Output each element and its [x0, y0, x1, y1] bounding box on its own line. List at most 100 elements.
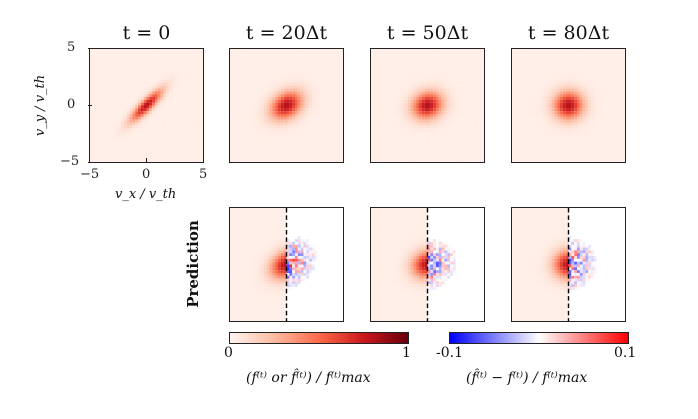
heatmap-cell — [292, 122, 296, 126]
heatmap-cell — [393, 133, 397, 137]
heatmap-cell — [314, 145, 318, 148]
heatmap-cell — [450, 102, 453, 106]
heatmap-cell — [249, 139, 253, 143]
heatmap-cell — [109, 119, 113, 123]
heatmap-cell — [424, 99, 428, 103]
heatmap-cell — [396, 57, 400, 61]
heatmap-cell — [252, 145, 256, 148]
heatmap-cell — [512, 49, 515, 52]
heatmap-cell — [92, 94, 96, 98]
heatmap-cell — [152, 139, 156, 143]
heatmap-cell — [169, 136, 172, 140]
heatmap-cell — [249, 122, 253, 126]
heatmap-cell — [266, 77, 270, 81]
heatmap-cell — [123, 80, 127, 83]
heatmap-cell — [475, 51, 479, 55]
heatmap-cell — [112, 51, 116, 55]
heatmap-cell — [404, 136, 408, 140]
heatmap-cell — [129, 150, 133, 154]
heatmap-cell — [135, 156, 139, 160]
heatmap-cell — [309, 80, 312, 83]
heatmap-cell — [109, 105, 113, 109]
heatmap-cell — [92, 116, 96, 120]
heatmap-cell — [197, 139, 201, 143]
heatmap-cell — [126, 119, 130, 123]
heatmap-cell — [263, 99, 267, 103]
heatmap-cell — [154, 128, 158, 131]
heatmap-cell — [263, 113, 267, 117]
heatmap-cell — [430, 85, 434, 89]
heatmap-cell — [452, 108, 456, 112]
heatmap-cell — [481, 97, 484, 100]
heatmap-cell — [340, 71, 343, 75]
heatmap-cell — [309, 136, 312, 140]
heatmap-cell — [132, 130, 136, 134]
heatmap-cell — [138, 74, 141, 78]
heatmap-cell — [309, 139, 312, 143]
heatmap-cell — [416, 51, 420, 55]
heatmap-cell — [200, 122, 203, 126]
heatmap-cell — [197, 51, 201, 55]
heatmap-cell — [328, 54, 332, 58]
heatmap-cell — [309, 71, 312, 75]
heatmap-cell — [407, 150, 411, 154]
heatmap-cell — [419, 113, 422, 117]
heatmap-cell — [419, 153, 422, 157]
heatmap-cell — [472, 68, 476, 72]
heatmap-cell — [252, 108, 256, 112]
heatmap-cell — [174, 102, 178, 106]
heatmap-cell — [576, 60, 580, 64]
heatmap-cell — [568, 60, 572, 64]
heatmap-cell — [289, 125, 293, 129]
heatmap-cell — [396, 102, 400, 106]
heatmap-cell — [200, 136, 203, 140]
heatmap-cell — [280, 85, 284, 89]
heatmap-cell — [475, 65, 479, 69]
heatmap-cell — [441, 136, 445, 140]
heatmap-cell — [109, 145, 113, 148]
heatmap-cell — [106, 85, 110, 89]
heatmap-cell — [197, 82, 201, 86]
heatmap-cell — [255, 145, 259, 148]
heatmap-cell — [385, 159, 389, 162]
heatmap-cell — [416, 88, 420, 92]
heatmap-cell — [135, 99, 139, 103]
heatmap-cell — [478, 133, 482, 137]
heatmap-cell — [306, 97, 310, 100]
heatmap-cell — [317, 71, 321, 75]
heatmap-cell — [416, 65, 420, 69]
heatmap-cell — [266, 116, 270, 120]
heatmap-cell — [297, 51, 301, 55]
heatmap-cell — [241, 91, 245, 95]
heatmap-cell — [106, 150, 110, 154]
heatmap-cell — [605, 51, 609, 55]
heatmap-cell — [160, 102, 164, 106]
heatmap-cell — [297, 49, 301, 52]
heatmap-cell — [441, 116, 445, 120]
heatmap-cell — [138, 49, 141, 52]
heatmap-cell — [261, 125, 264, 129]
heatmap-cell — [280, 125, 284, 129]
heatmap-cell — [458, 57, 462, 61]
heatmap-cell — [407, 139, 411, 143]
heatmap-cell — [278, 57, 281, 61]
heatmap-cell — [266, 99, 270, 103]
heatmap-cell — [194, 102, 198, 106]
heatmap-cell — [317, 125, 321, 129]
heatmap-cell — [241, 130, 245, 134]
heatmap-cell — [399, 82, 403, 86]
heatmap-cell — [157, 57, 161, 61]
heatmap-cell — [135, 63, 139, 67]
heatmap-cell — [106, 91, 110, 95]
heatmap-cell — [622, 51, 625, 55]
heatmap-cell — [246, 88, 250, 92]
heatmap-cell — [317, 122, 321, 126]
heatmap-cell — [311, 71, 315, 75]
heatmap-cell — [390, 65, 394, 69]
heatmap-cell — [152, 113, 156, 117]
heatmap-cell — [410, 142, 414, 146]
heatmap-cell — [385, 105, 389, 109]
heatmap-cell — [373, 125, 377, 129]
heatmap-cell — [371, 74, 374, 78]
heatmap-cell — [472, 116, 476, 120]
